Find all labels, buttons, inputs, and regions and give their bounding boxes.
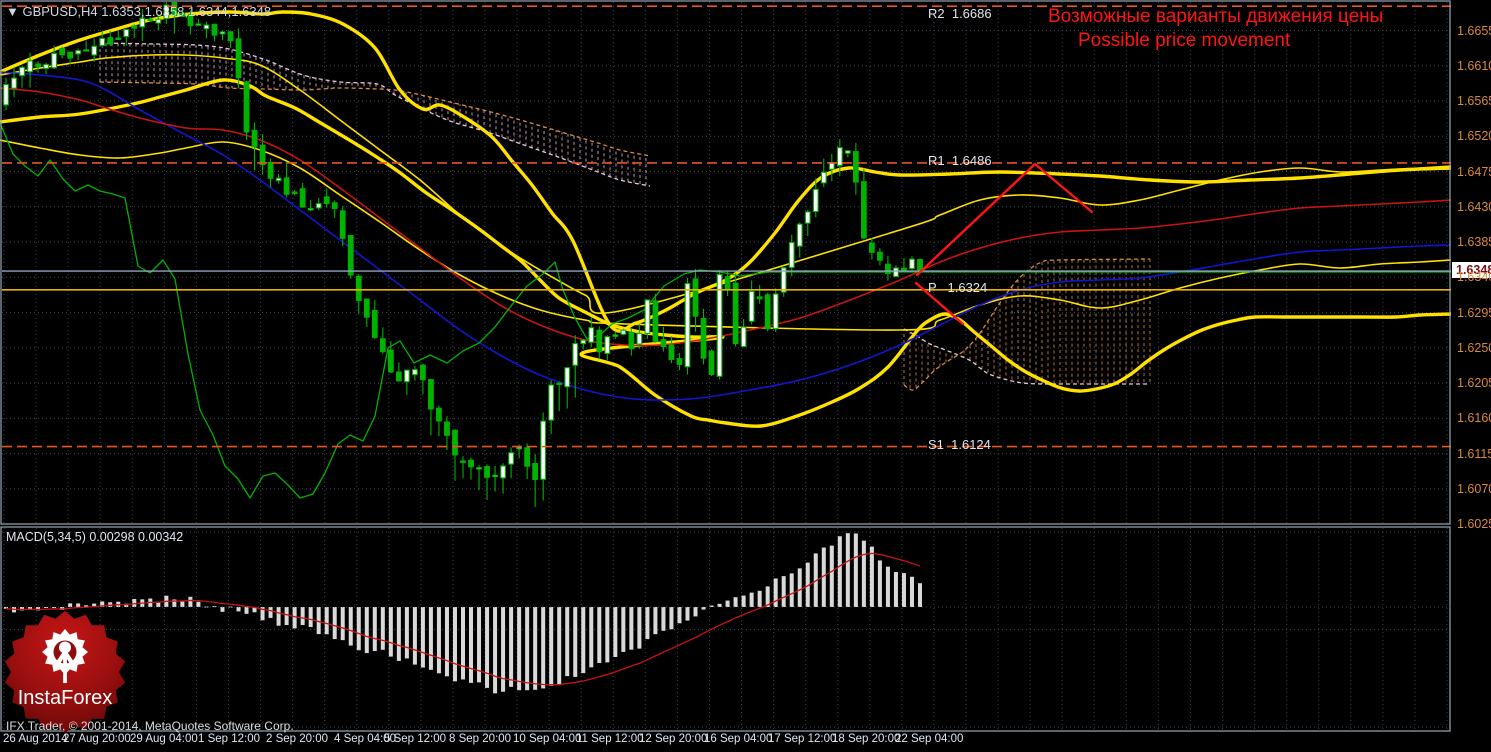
svg-text:InstaForex: InstaForex (18, 687, 112, 709)
